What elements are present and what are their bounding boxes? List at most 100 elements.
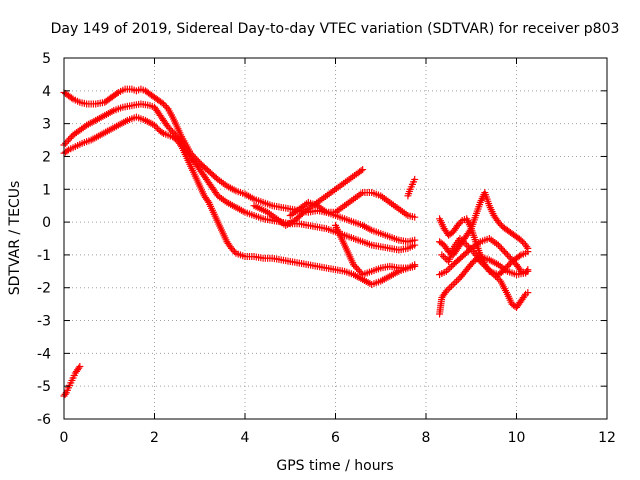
data-point bbox=[446, 264, 454, 272]
data-point bbox=[509, 257, 517, 265]
data-point bbox=[503, 251, 511, 259]
data-point bbox=[75, 364, 83, 372]
data-point bbox=[81, 123, 89, 131]
grid bbox=[64, 58, 607, 419]
data-point bbox=[492, 272, 500, 280]
data-point bbox=[519, 238, 527, 246]
data-point bbox=[62, 139, 70, 147]
data-point bbox=[438, 251, 446, 259]
data-point bbox=[524, 267, 532, 275]
x-tick-label: 0 bbox=[60, 430, 69, 446]
data-point bbox=[213, 190, 221, 198]
data-point bbox=[476, 257, 484, 265]
series-track-hump bbox=[286, 189, 419, 221]
data-point bbox=[359, 166, 367, 174]
data-point bbox=[411, 213, 419, 221]
data-point bbox=[356, 267, 364, 275]
data-point bbox=[458, 236, 466, 244]
data-point bbox=[441, 254, 449, 262]
data-point bbox=[505, 253, 513, 261]
data-point bbox=[455, 220, 463, 228]
data-point bbox=[524, 248, 532, 256]
data-point bbox=[520, 292, 528, 300]
data-point bbox=[204, 197, 212, 205]
data-point bbox=[503, 262, 511, 270]
data-point bbox=[457, 218, 465, 226]
data-point bbox=[447, 262, 455, 270]
x-tick-label: 10 bbox=[508, 430, 526, 446]
data-point bbox=[167, 126, 175, 134]
data-point bbox=[166, 125, 174, 133]
x-tick-label: 6 bbox=[331, 430, 340, 446]
series-track-short-rise bbox=[404, 175, 419, 200]
data-point bbox=[68, 94, 76, 102]
series-track-dip bbox=[332, 221, 419, 279]
data-point bbox=[444, 266, 452, 274]
series-cluster-e bbox=[436, 235, 532, 279]
y-tick-label: -4 bbox=[37, 346, 51, 362]
data-point bbox=[411, 241, 419, 249]
series-cluster-d bbox=[438, 235, 532, 311]
data-point bbox=[497, 244, 505, 252]
data-point bbox=[411, 175, 419, 183]
data-point bbox=[454, 276, 462, 284]
data-point bbox=[493, 274, 501, 282]
y-tick-label: 1 bbox=[42, 182, 51, 198]
data-point bbox=[516, 252, 524, 260]
y-tick-label: -1 bbox=[37, 248, 51, 264]
data-point bbox=[499, 267, 507, 275]
data-point bbox=[444, 285, 452, 293]
data-point bbox=[63, 147, 71, 155]
data-point bbox=[227, 244, 235, 252]
y-tick-label: 0 bbox=[42, 215, 51, 231]
data-point bbox=[495, 276, 503, 284]
data-point bbox=[456, 235, 464, 242]
data-point bbox=[442, 287, 450, 295]
data-point bbox=[483, 264, 491, 272]
data-point bbox=[354, 266, 362, 274]
data-point bbox=[442, 267, 450, 275]
chart-title: Day 149 of 2019, Sidereal Day-to-day VTE… bbox=[51, 21, 620, 37]
data-point bbox=[508, 256, 516, 264]
data-point bbox=[461, 239, 469, 247]
data-point bbox=[494, 241, 502, 249]
data-point bbox=[502, 264, 510, 272]
data-point bbox=[500, 248, 508, 256]
data-point bbox=[499, 246, 507, 254]
data-point bbox=[459, 238, 467, 246]
data-point bbox=[453, 277, 461, 285]
data-point bbox=[160, 100, 168, 108]
data-point bbox=[440, 253, 448, 261]
data-point bbox=[163, 103, 171, 111]
data-point bbox=[506, 254, 514, 262]
data-point bbox=[494, 218, 502, 226]
x-tick-label: 8 bbox=[422, 430, 431, 446]
data-point bbox=[161, 102, 169, 110]
data-point bbox=[66, 134, 74, 142]
data-point bbox=[164, 123, 172, 131]
data-point bbox=[496, 220, 504, 228]
y-axis-label: SDTVAR / TECUs bbox=[7, 181, 23, 296]
data-point bbox=[449, 280, 457, 288]
data-point bbox=[447, 282, 455, 290]
data-point bbox=[353, 264, 361, 272]
series-track-middle bbox=[60, 100, 419, 254]
data-point bbox=[230, 248, 238, 256]
axis-ticks bbox=[63, 57, 608, 420]
data-point bbox=[480, 261, 488, 269]
series-cluster-b bbox=[436, 189, 532, 259]
y-tick-label: 5 bbox=[42, 51, 51, 67]
data-point bbox=[502, 249, 510, 257]
data-point bbox=[463, 241, 471, 249]
data-point bbox=[76, 362, 84, 370]
data-point bbox=[478, 259, 486, 267]
data-point bbox=[357, 269, 365, 277]
data-point bbox=[177, 141, 185, 149]
data-point bbox=[63, 138, 71, 146]
x-tick-label: 2 bbox=[150, 430, 159, 446]
data-point bbox=[446, 284, 454, 292]
y-tick-label: 2 bbox=[42, 149, 51, 165]
data-point bbox=[524, 289, 532, 297]
data-point bbox=[505, 261, 513, 269]
